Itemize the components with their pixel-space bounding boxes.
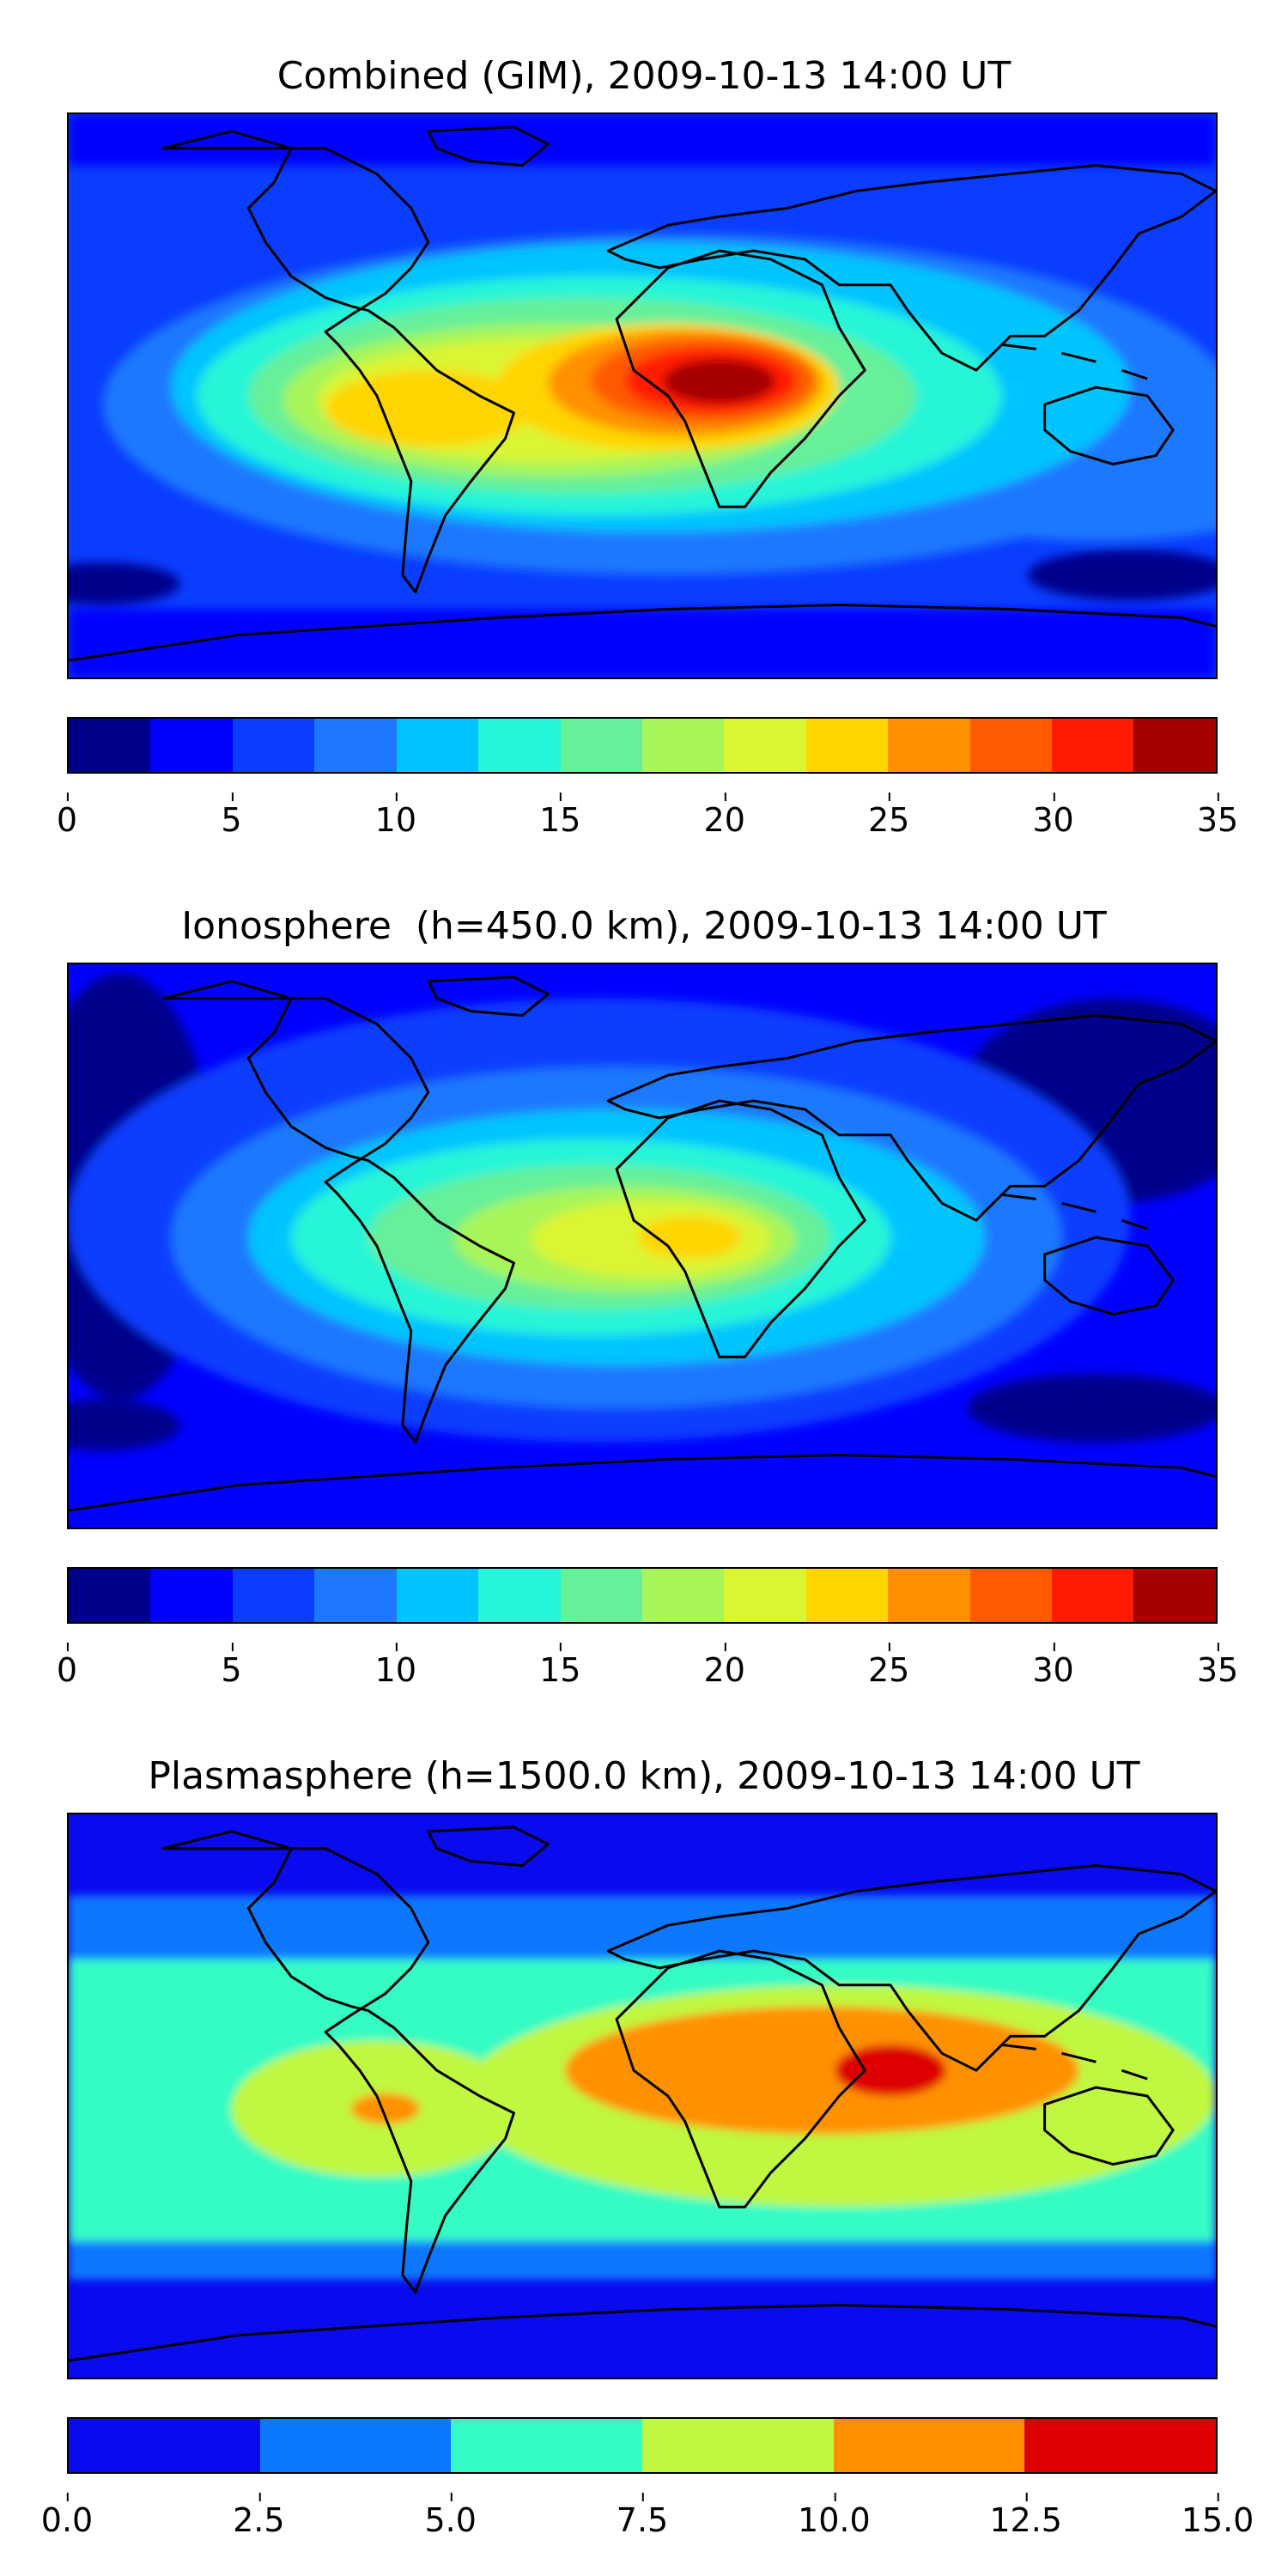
colorbar-tick-label: 2.5 [233, 2493, 285, 2539]
colorbar-segment [69, 1569, 151, 1622]
colorbar-tick-label: 10 [374, 793, 417, 839]
colorbar-segment [805, 719, 889, 772]
colorbar-segment [478, 719, 561, 772]
colorbar-segment [478, 1569, 561, 1622]
colorbar-segment [888, 1569, 970, 1622]
chart-title: Combined (GIM), 2009-10-13 14:00 UT [276, 54, 1012, 98]
colorbar-segment [805, 1569, 889, 1622]
colorbar [67, 2417, 1218, 2474]
coastlines [69, 125, 1216, 662]
colorbar-segment [641, 719, 725, 772]
contour-fills [69, 973, 1216, 1451]
colorbar-tick-label: 5 [221, 793, 242, 839]
colorbar-tick-label: 35 [1196, 793, 1239, 839]
map-plot [67, 112, 1218, 679]
colorbar-segment [724, 719, 806, 772]
colorbar-segment [396, 1569, 479, 1622]
colorbar-segment [1024, 2419, 1217, 2472]
colorbar-tick-label: 7.5 [616, 2493, 669, 2539]
contour-fills [69, 114, 1216, 677]
colorbar-segment [232, 719, 315, 772]
colorbar-segment [833, 2419, 1025, 2472]
colorbar-tick-label: 30 [1032, 1643, 1074, 1689]
colorbar-segment [232, 1569, 315, 1622]
colorbar-segment [69, 2419, 260, 2472]
colorbar-segment [1133, 1569, 1216, 1622]
colorbar-tick-label: 15.0 [1181, 2493, 1255, 2539]
map-svg [69, 964, 1216, 1528]
colorbar-segment [1133, 719, 1216, 772]
colorbar-segment [150, 1569, 233, 1622]
colorbar-tick-label: 12.5 [989, 2493, 1062, 2539]
colorbar-tick-label: 5.0 [424, 2493, 477, 2539]
colorbar-ticks: 0 5 10 15 20 25 30 35 [57, 793, 1238, 854]
colorbar [67, 717, 1218, 774]
colorbar-segment [1052, 1569, 1134, 1622]
colorbar-segment [641, 1569, 725, 1622]
colorbar-tick-label: 35 [1196, 1643, 1239, 1689]
map-svg [69, 1814, 1216, 2378]
coastlines [69, 1826, 1216, 2362]
colorbar-tick-label: 0.0 [40, 2493, 94, 2539]
colorbar-tick-label: 20 [703, 1643, 745, 1689]
colorbar-segment [314, 719, 397, 772]
colorbar-segment [396, 719, 479, 772]
colorbar-segment [69, 719, 151, 772]
colorbar-tick-label: 5 [221, 1643, 242, 1689]
colorbar-tick-label: 10.0 [798, 2493, 871, 2539]
colorbar-ticks: 0 5 10 15 20 25 30 35 [57, 1643, 1238, 1704]
colorbar-tick-label: 25 [867, 1643, 910, 1689]
colorbar [67, 1567, 1218, 1624]
colorbar-segment [259, 2419, 452, 2472]
colorbar-segment [969, 719, 1053, 772]
coastlines [69, 975, 1216, 1512]
colorbar-tick-label: 10 [374, 1643, 417, 1689]
colorbar-tick-label: 30 [1032, 793, 1074, 839]
colorbar-segment [560, 719, 642, 772]
colorbar-ticks: 0.0 2.5 5.0 7.5 10.0 12.5 15.0 [41, 2493, 1254, 2555]
map-plot [67, 963, 1218, 1529]
contour-fills [69, 1895, 1216, 2280]
chart-title: Plasmasphere (h=1500.0 km), 2009-10-13 1… [148, 1754, 1140, 1798]
colorbar-segment [150, 719, 233, 772]
chart-title: Ionosphere (h=450.0 km), 2009-10-13 14:0… [181, 904, 1107, 948]
colorbar-segment [451, 2419, 643, 2472]
colorbar-segment [314, 1569, 397, 1622]
colorbar-segment [888, 719, 970, 772]
colorbar-tick-label: 0 [56, 793, 78, 839]
colorbar-segment [969, 1569, 1053, 1622]
colorbar-tick-label: 25 [867, 793, 910, 839]
colorbar-segment [724, 1569, 806, 1622]
colorbar-tick-label: 15 [539, 793, 581, 839]
colorbar-segment [642, 2419, 834, 2472]
colorbar-segment [560, 1569, 642, 1622]
colorbar-tick-label: 20 [703, 793, 745, 839]
map-svg [69, 114, 1216, 677]
map-plot [67, 1813, 1218, 2379]
colorbar-tick-label: 15 [539, 1643, 581, 1689]
colorbar-tick-label: 0 [56, 1643, 78, 1689]
colorbar-segment [1052, 719, 1134, 772]
